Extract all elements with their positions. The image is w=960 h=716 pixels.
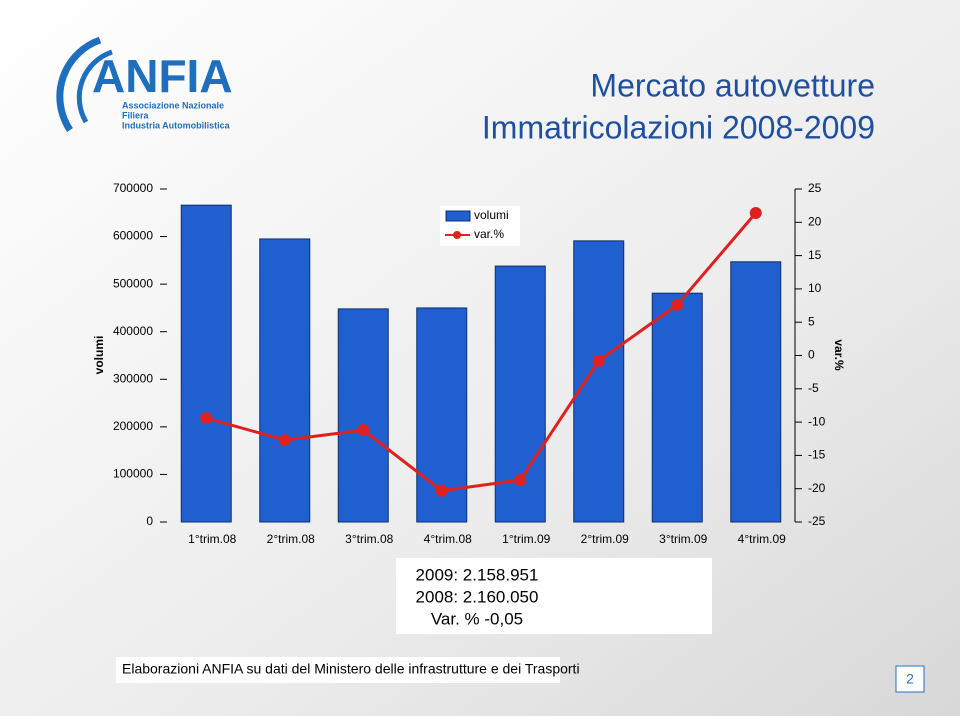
y2-tick-label: -15	[808, 448, 826, 462]
footer: Elaborazioni ANFIA su dati del Ministero…	[122, 661, 580, 677]
y2-tick-label: 0	[808, 348, 815, 362]
line-point	[592, 354, 605, 367]
y2-tick-label: -20	[808, 481, 826, 495]
logo-arc	[56, 36, 102, 132]
legend-label: volumi	[474, 208, 509, 222]
x-tick-label: 2°trim.09	[581, 532, 629, 546]
y2-tick-label: 5	[808, 314, 815, 328]
y2-tick-label: 15	[808, 248, 822, 262]
logo-text: Filiera	[122, 110, 150, 120]
x-tick-label: 3°trim.09	[659, 532, 707, 546]
x-tick-label: 2°trim.08	[267, 532, 315, 546]
plot: 0 100000 200000 300000 400000 500000 600000 700…	[92, 181, 846, 546]
logo: ANFIA Associazione Nazionale Filiera Ind…	[56, 36, 233, 132]
x-tick-label: 4°trim.08	[424, 532, 472, 546]
y2-tick-label: 10	[808, 281, 822, 295]
line-point	[200, 412, 213, 425]
y-tick-label: 300000	[113, 371, 153, 385]
x-tick-label: 4°trim.09	[738, 532, 786, 546]
y2-tick-label: -25	[808, 514, 826, 528]
line-point	[357, 424, 370, 437]
bar	[730, 261, 782, 523]
y-tick-label: 600000	[113, 229, 153, 243]
bar	[651, 292, 703, 523]
bar	[259, 238, 311, 523]
logo-text: Industria Automobilistica	[122, 120, 231, 130]
logo-text: Associazione Nazionale	[122, 100, 224, 110]
line-point	[435, 484, 448, 497]
page-box	[895, 665, 925, 693]
y-tick-label: 700000	[113, 181, 153, 195]
logo-arc	[76, 49, 113, 124]
y-axis-label: volumi	[92, 336, 106, 375]
title: Mercato autovetture	[590, 67, 875, 103]
x-tick-label: 3°trim.08	[345, 532, 393, 546]
y-tick-label: 0	[146, 514, 153, 528]
line-point	[278, 434, 291, 447]
bar	[337, 308, 389, 523]
title: Immatricolazioni 2008-2009	[482, 109, 875, 145]
y-tick-label: 100000	[113, 467, 153, 481]
y2-tick-label: -5	[808, 381, 819, 395]
bar	[180, 204, 232, 523]
summary-line: Var. % -0,05	[431, 609, 523, 628]
logo-name: ANFIA	[92, 50, 233, 102]
line-point	[749, 206, 762, 219]
line	[205, 212, 757, 493]
line-point	[514, 474, 527, 487]
footer-box	[116, 657, 560, 683]
line-point	[671, 298, 684, 311]
x-tick-label: 1°trim.08	[188, 532, 236, 546]
legend-label: var.%	[474, 227, 504, 241]
y-tick-label: 200000	[113, 419, 153, 433]
y2-axis-label: var.%	[832, 339, 846, 371]
y-tick-label: 500000	[113, 276, 153, 290]
legend-swatch	[445, 210, 471, 222]
summary-line: 2008: 2.160.050	[416, 587, 539, 606]
y2-tick-label: -10	[808, 414, 826, 428]
y-tick-label: 400000	[113, 324, 153, 338]
x-tick-label: 1°trim.09	[502, 532, 550, 546]
bar	[573, 240, 625, 523]
summary-box	[396, 558, 712, 634]
y2-tick-label: 20	[808, 214, 822, 228]
legend-marker	[453, 231, 461, 239]
page-number: 2	[906, 671, 914, 687]
y2-tick-label: 25	[808, 181, 822, 195]
summary-line: 2009: 2.158.951	[416, 565, 539, 584]
